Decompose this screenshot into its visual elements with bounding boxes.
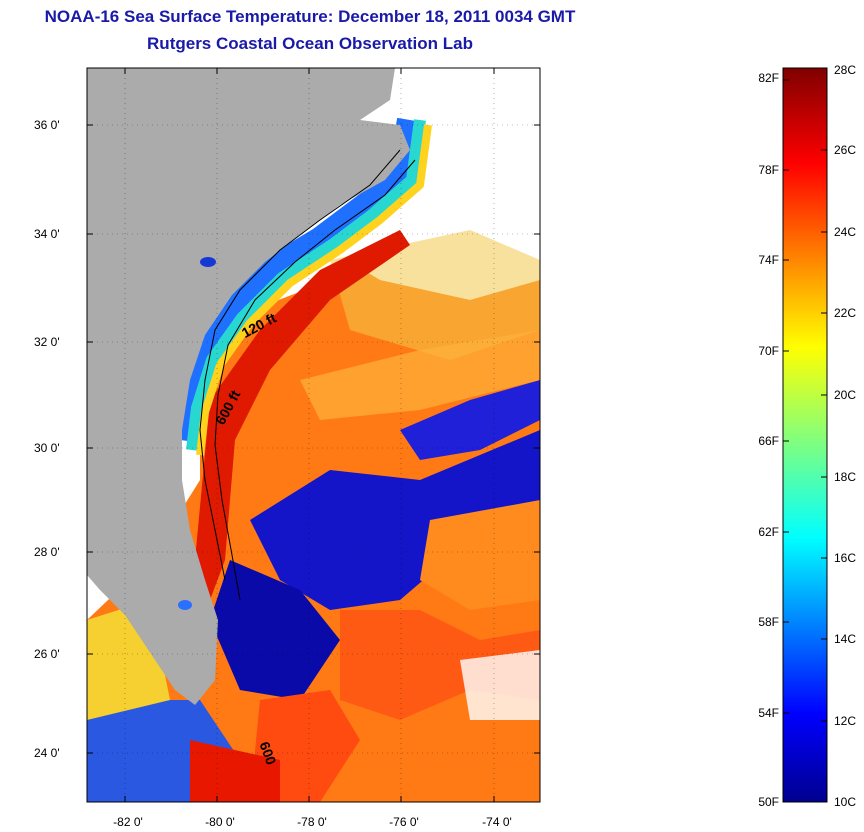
lat-tick-label: 34 0' [34,227,60,241]
colorbar-c-label: 28C [834,63,857,77]
coastal-cold-water [167,117,423,442]
lat-tick-label: 30 0' [34,441,60,455]
colorbar-f-label: 66F [758,434,779,448]
colorbar-c-label: 12C [834,714,857,728]
lon-tick-label: -76 0' [389,815,419,829]
colorbar-f-label: 78F [758,163,779,177]
gulf-stream-band [195,230,410,600]
lat-tick-label: 28 0' [34,545,60,559]
colorbar-f-label: 50F [758,795,779,809]
lon-tick-label: -74 0' [482,815,512,829]
colorbar-c-label: 16C [834,551,857,565]
depth-contour-120ft [199,149,401,581]
colorbar-c-label: 18C [834,470,857,484]
colorbar-ticks [783,79,827,722]
land-us-southeast [87,68,410,705]
colorbar-c-label: 22C [834,306,857,320]
depth-contour-600ft [214,159,416,601]
lat-tick-label: 24 0' [34,746,60,760]
lat-tick-label: 36 0' [34,118,60,132]
map-subtitle: Rutgers Coastal Ocean Observation Lab [147,34,473,53]
colorbar-f-label: 70F [758,344,779,358]
contour-label-600: 600 [256,739,279,767]
graticule [87,68,540,802]
colorbar-c-label: 10C [834,795,857,809]
map-title: NOAA-16 Sea Surface Temperature: Decembe… [44,7,576,26]
colorbar-f-label: 54F [758,706,779,720]
lat-tick-label: 32 0' [34,335,60,349]
lat-tick-label: 26 0' [34,647,60,661]
axis-ticks [87,68,540,802]
colorbar-f-label: 74F [758,253,779,267]
sst-map-plot: 120 ft 600 ft 600 [87,68,540,802]
lon-tick-label: -78 0' [297,815,327,829]
cold-patch-center [250,430,540,610]
colorbar-c-label: 26C [834,143,857,157]
colorbar-f-label: 82F [758,71,779,85]
lon-tick-label: -80 0' [205,815,235,829]
lon-tick-label: -82 0' [113,815,143,829]
colorbar-c-label: 14C [834,632,857,646]
colorbar [782,67,828,803]
colorbar-c-label: 24C [834,225,857,239]
colorbar-c-label: 20C [834,388,857,402]
colorbar-f-label: 58F [758,615,779,629]
colorbar-f-label: 62F [758,525,779,539]
